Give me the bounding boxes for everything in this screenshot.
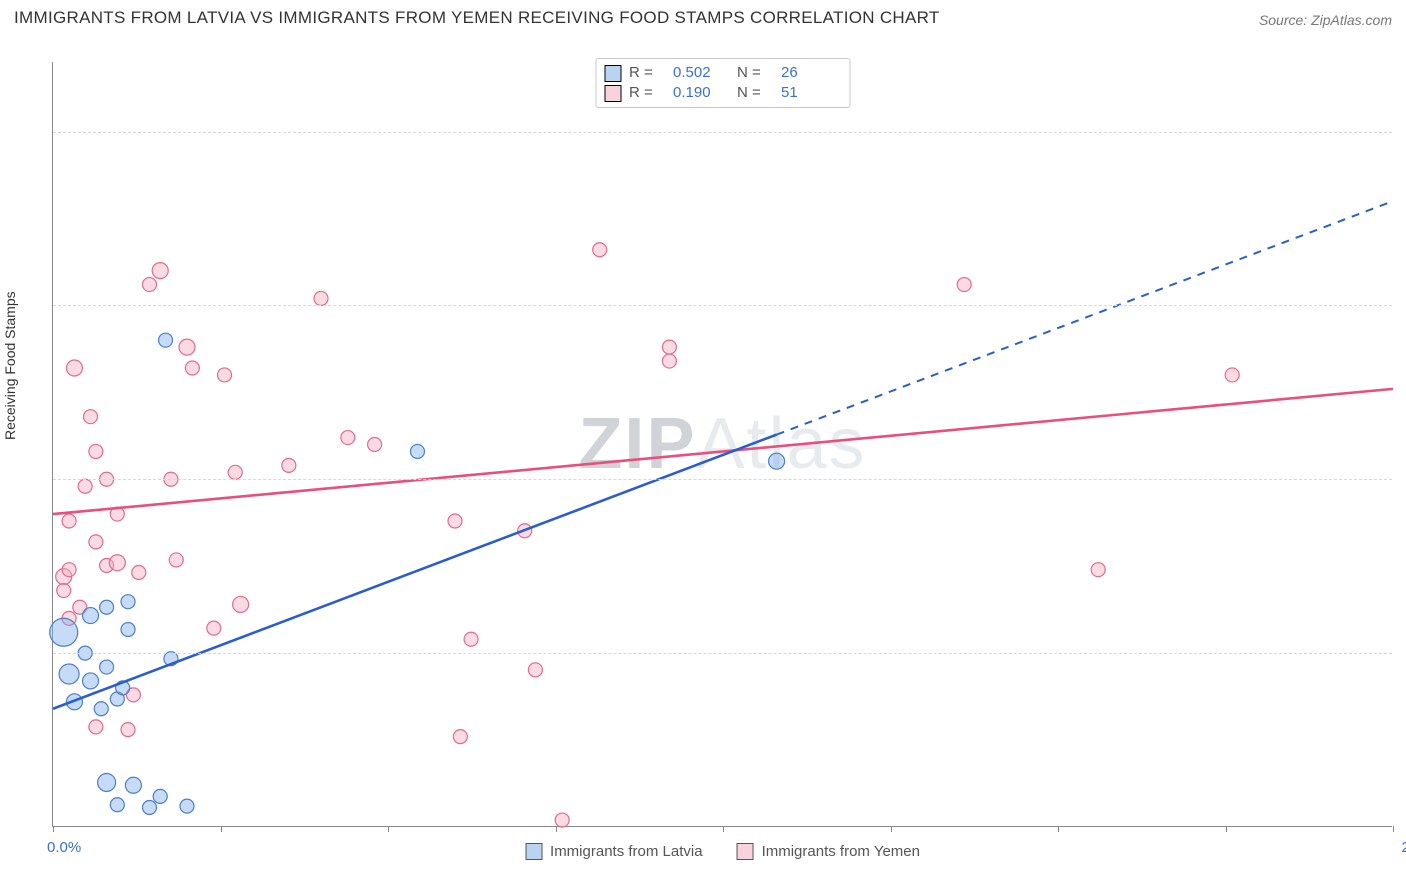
point-latvia <box>50 618 78 646</box>
point-yemen <box>57 584 71 598</box>
point-latvia <box>159 333 173 347</box>
y-axis-label: Receiving Food Stamps <box>2 291 18 440</box>
point-yemen <box>1091 563 1105 577</box>
gridline-h <box>53 132 1392 133</box>
x-tick <box>221 826 222 832</box>
point-yemen <box>453 730 467 744</box>
point-yemen <box>89 720 103 734</box>
x-tick-label: 25.0% <box>1401 839 1406 856</box>
y-tick-label: 12.5% <box>1398 645 1406 662</box>
chart-svg <box>53 62 1392 826</box>
point-latvia <box>410 444 424 458</box>
point-yemen <box>341 431 355 445</box>
point-yemen <box>109 555 125 571</box>
point-yemen <box>179 339 195 355</box>
legend-label-yemen: Immigrants from Yemen <box>762 843 920 860</box>
x-tick <box>723 826 724 832</box>
gridline-h <box>53 653 1392 654</box>
point-latvia <box>125 777 141 793</box>
series-legend: Immigrants from Latvia Immigrants from Y… <box>525 843 920 860</box>
x-tick <box>1226 826 1227 832</box>
gridline-h <box>53 305 1392 306</box>
x-tick <box>388 826 389 832</box>
point-yemen <box>89 444 103 458</box>
trend-latvia-solid <box>53 435 777 709</box>
trend-yemen-solid <box>53 389 1393 514</box>
point-yemen <box>62 563 76 577</box>
point-yemen <box>282 458 296 472</box>
x-tick <box>1393 826 1394 832</box>
point-yemen <box>662 340 676 354</box>
point-latvia <box>59 664 79 684</box>
legend-item-latvia: Immigrants from Latvia <box>525 843 703 860</box>
x-tick <box>1058 826 1059 832</box>
chart-plot-area: ZIPAtlas R = 0.502 N = 26 R = 0.190 N = … <box>52 62 1392 827</box>
trend-latvia-dashed <box>777 201 1393 435</box>
x-tick <box>556 826 557 832</box>
x-tick <box>891 826 892 832</box>
point-yemen <box>593 243 607 257</box>
point-yemen <box>528 663 542 677</box>
point-yemen <box>169 553 183 567</box>
point-yemen <box>142 278 156 292</box>
point-latvia <box>83 673 99 689</box>
point-yemen <box>555 813 569 827</box>
legend-label-latvia: Immigrants from Latvia <box>550 843 703 860</box>
point-latvia <box>153 789 167 803</box>
point-yemen <box>957 278 971 292</box>
y-tick-label: 37.5% <box>1398 297 1406 314</box>
point-yemen <box>89 535 103 549</box>
point-yemen <box>464 632 478 646</box>
point-latvia <box>121 622 135 636</box>
legend-item-yemen: Immigrants from Yemen <box>737 843 920 860</box>
point-yemen <box>218 368 232 382</box>
point-yemen <box>66 360 82 376</box>
source-attribution: Source: ZipAtlas.com <box>1259 12 1392 28</box>
point-yemen <box>228 465 242 479</box>
point-yemen <box>1225 368 1239 382</box>
chart-title: IMMIGRANTS FROM LATVIA VS IMMIGRANTS FRO… <box>14 8 940 28</box>
point-yemen <box>448 514 462 528</box>
x-tick-label: 0.0% <box>47 839 81 856</box>
swatch-yemen-icon <box>737 843 754 860</box>
point-latvia <box>180 799 194 813</box>
point-yemen <box>368 438 382 452</box>
point-latvia <box>83 608 99 624</box>
point-latvia <box>100 660 114 674</box>
point-latvia <box>100 600 114 614</box>
x-tick <box>53 826 54 832</box>
gridline-h <box>53 479 1392 480</box>
point-yemen <box>121 723 135 737</box>
point-yemen <box>314 291 328 305</box>
point-yemen <box>84 410 98 424</box>
point-yemen <box>132 565 146 579</box>
point-yemen <box>78 479 92 493</box>
point-yemen <box>662 354 676 368</box>
point-latvia <box>142 801 156 815</box>
point-latvia <box>94 702 108 716</box>
point-latvia <box>769 453 785 469</box>
point-yemen <box>62 514 76 528</box>
point-yemen <box>207 621 221 635</box>
point-latvia <box>110 798 124 812</box>
swatch-latvia-icon <box>525 843 542 860</box>
point-yemen <box>152 263 168 279</box>
point-latvia <box>121 595 135 609</box>
point-yemen <box>185 361 199 375</box>
point-latvia <box>98 773 116 791</box>
point-yemen <box>233 596 249 612</box>
